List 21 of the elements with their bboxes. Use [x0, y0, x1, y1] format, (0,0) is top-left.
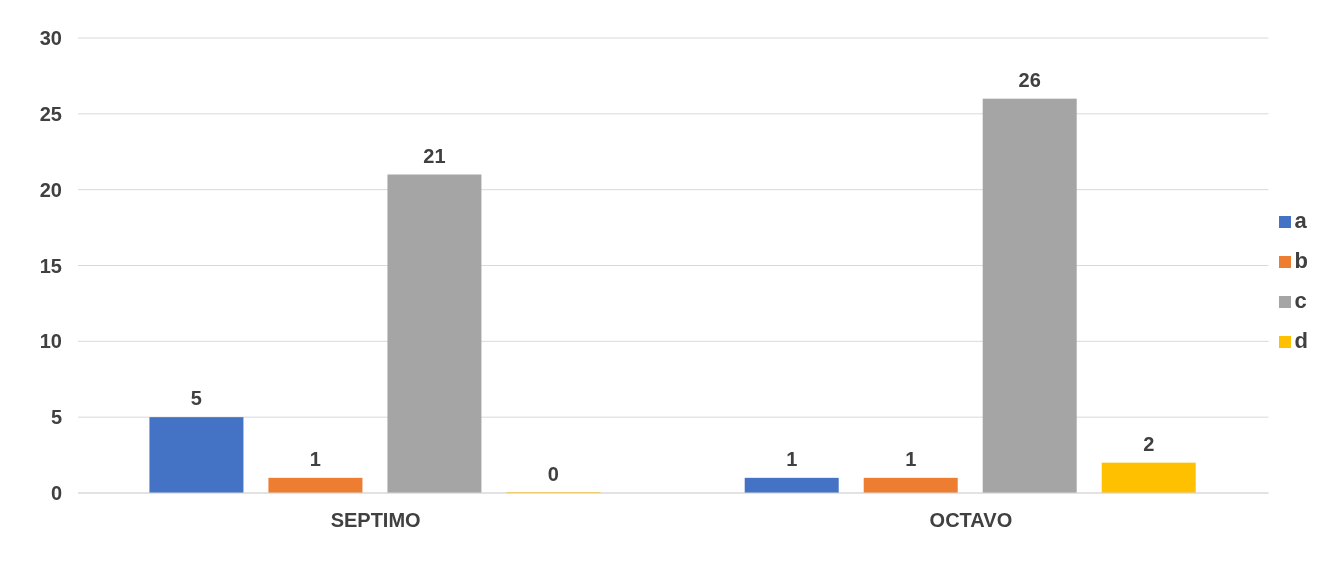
data-label: 2 [1143, 432, 1155, 455]
data-label: 1 [786, 447, 798, 470]
y-tick-label: 20 [39, 178, 62, 201]
x-tick-label: OCTAVO [929, 509, 1013, 532]
data-label: 1 [309, 447, 321, 470]
data-label: 0 [547, 463, 559, 485]
legend-label: c [1294, 287, 1307, 313]
data-label: 21 [423, 144, 446, 167]
y-tick-label: 10 [39, 330, 62, 353]
y-tick-label: 0 [50, 482, 62, 505]
data-label: 1 [905, 447, 917, 470]
legend-label: a [1294, 207, 1307, 233]
x-tick-label: SEPTIMO [330, 509, 421, 532]
y-tick-label: 25 [39, 102, 62, 125]
data-label: 26 [1018, 68, 1041, 91]
data-label: 5 [190, 387, 202, 410]
y-tick-label: 5 [50, 406, 62, 429]
y-tick-label: 15 [39, 254, 62, 277]
legend-label: b [1294, 247, 1308, 273]
y-tick-label: 30 [39, 27, 62, 50]
legend-label: d [1294, 327, 1308, 353]
